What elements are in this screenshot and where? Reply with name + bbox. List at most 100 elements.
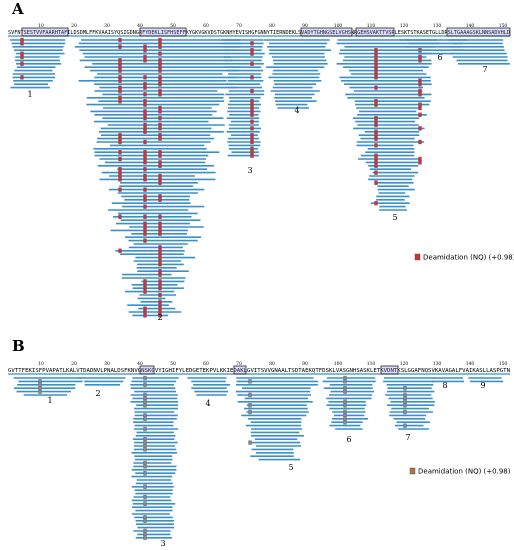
modification-marker [143,139,147,145]
modification-marker [248,440,252,445]
modification-marker [343,389,347,394]
cluster-label: 3 [247,166,252,175]
modification-marker [143,197,147,202]
modification-marker [143,471,147,476]
cluster-label: 5 [288,463,293,472]
modification-marker [143,426,147,432]
cluster-label: 1 [27,90,32,99]
modification-marker [143,102,147,107]
position-tick: 150 [499,23,508,29]
modification-marker [118,150,122,155]
modification-marker [143,238,147,243]
sequence-box [139,27,187,37]
modification-marker [418,82,422,87]
modification-marker [20,61,24,66]
modification-marker [158,262,162,267]
cluster-label: 4 [294,106,299,115]
modification-marker [118,156,122,162]
position-tick: 120 [400,361,409,367]
modification-marker [118,68,122,73]
sequence-box [233,365,247,375]
modification-marker [158,153,162,158]
modification-marker [343,403,347,408]
modification-marker [250,153,254,158]
modification-marker [403,409,407,415]
modification-marker [143,129,147,134]
modification-marker [143,116,147,121]
position-tick: 70 [236,361,242,367]
modification-marker [248,403,252,408]
sequence-box [21,27,69,37]
position-tick: 130 [433,23,442,29]
modification-marker [118,187,122,192]
position-tick: 130 [433,361,442,367]
position-tick: 20 [71,361,77,367]
cluster-label: 8 [442,381,447,390]
panel: A SVFNTSESTVVFAARHTAFILDSDMLFFKVAAISYQSIG… [8,0,514,322]
modification-marker [158,180,162,185]
modification-marker [118,214,122,219]
position-tick: 30 [104,361,110,367]
sequence: GVTTFEKISFPVAPATLKALVTDADNVLPNALDSFKNVGN… [8,368,510,374]
modification-marker [143,177,147,182]
modification-marker [158,214,162,219]
position-tick: 40 [137,23,143,29]
modification-marker [248,392,252,398]
position-tick: 90 [302,23,308,29]
position-tick: 110 [367,361,376,367]
modification-marker [158,231,162,236]
position-tick: 50 [170,361,176,367]
modification-marker [158,116,162,121]
position-tick: 120 [400,23,409,29]
modification-marker [250,61,254,66]
modification-marker [118,78,122,83]
modification-marker [343,420,347,425]
modification-marker [143,48,147,53]
cluster-label: 9 [480,381,485,390]
modification-marker [374,180,378,185]
modification-marker [143,58,147,63]
modification-marker [143,92,147,97]
modification-marker [143,204,147,209]
position-tick: 110 [367,23,376,29]
position-tick: 30 [104,23,110,29]
sequence-box [446,27,511,37]
modification-marker [418,126,422,131]
modification-marker [158,163,162,168]
modification-marker [250,112,254,117]
modification-marker [20,54,24,60]
modification-marker [418,58,422,63]
position-tick: 10 [38,23,44,29]
modification-marker [158,136,162,141]
cluster-label: 1 [47,396,52,405]
modification-marker [143,231,147,236]
modification-marker [158,313,162,318]
modification-marker [248,409,252,415]
modification-marker [403,386,407,391]
modification-marker [143,214,147,219]
modification-marker [118,37,122,43]
modification-marker [20,75,24,80]
modification-marker [250,126,254,131]
position-tick: 90 [302,361,308,367]
modification-marker [374,163,378,168]
legend-text: Deamidation (NQ) (+0.98) [418,468,511,476]
position-tick: 80 [269,361,275,367]
modification-marker [343,379,347,384]
modification-marker [118,99,122,104]
modification-marker [374,85,378,90]
legend-text: Deamidation (NQ) (+0.98) [423,254,514,262]
sequence-box [355,27,395,37]
modification-marker [248,379,252,384]
legend-swatch [414,253,421,261]
cluster-label: 3 [160,539,165,548]
modification-marker [118,139,122,145]
modification-marker [118,248,122,253]
modification-marker [374,122,378,128]
modification-marker [143,375,147,381]
position-tick: 140 [466,361,475,367]
modification-marker [38,389,42,394]
modification-marker [374,136,378,141]
position-tick: 100 [334,361,343,367]
